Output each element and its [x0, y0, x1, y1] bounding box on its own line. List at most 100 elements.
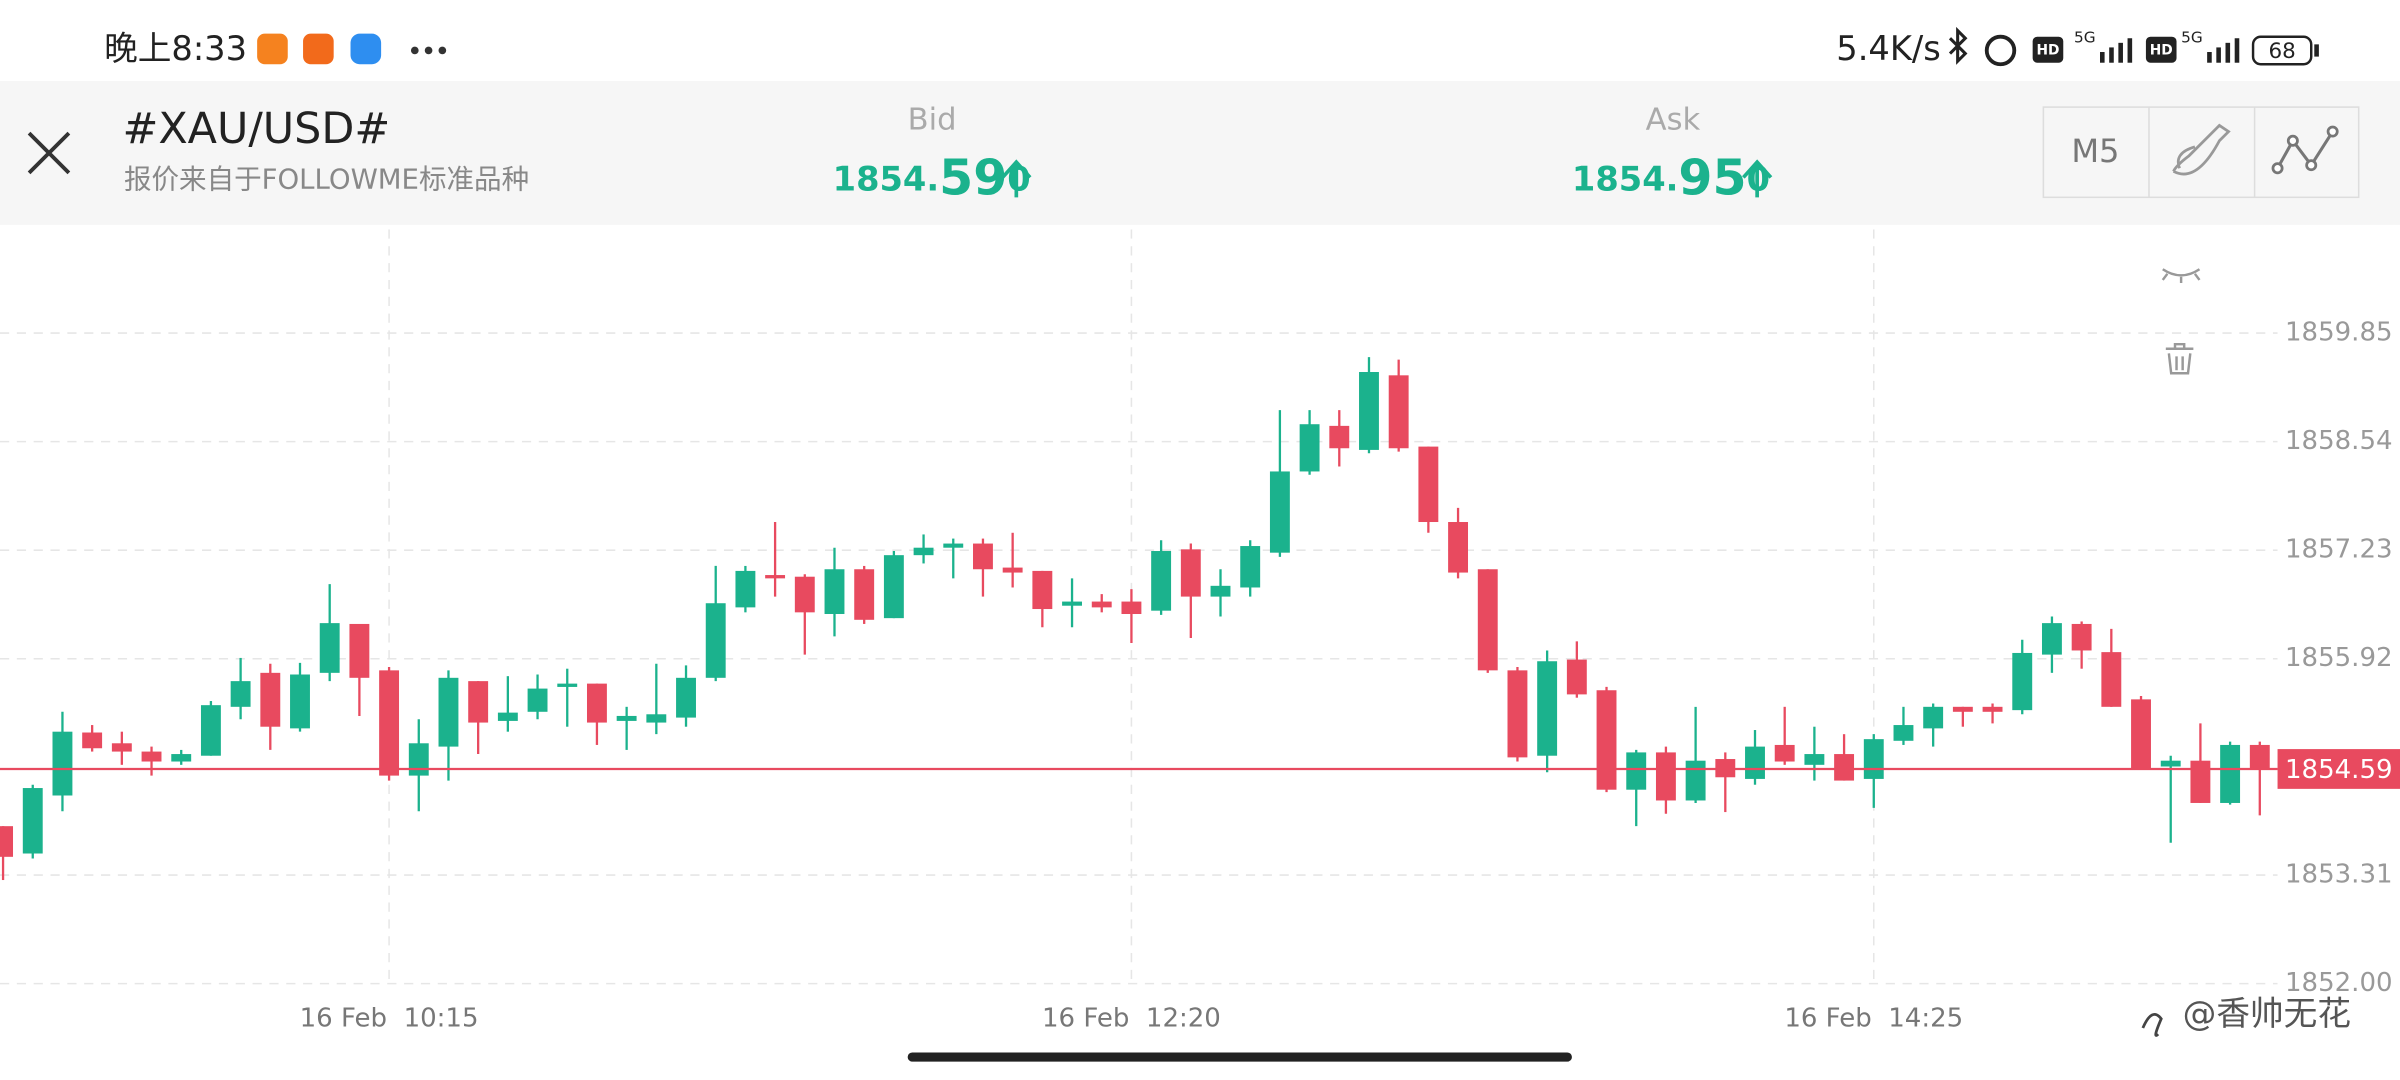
- candle-body: [290, 674, 310, 729]
- candle-body: [260, 672, 281, 727]
- candle-body: [1359, 372, 1379, 450]
- watermark-logo: [2141, 1013, 2163, 1037]
- ask-price-big: 95: [1678, 149, 1746, 206]
- candle-body: [2220, 744, 2241, 803]
- app-icon: [350, 33, 382, 65]
- candle-body: [1863, 739, 1884, 779]
- price-label-box: [2277, 749, 2400, 789]
- candle-body: [2041, 623, 2062, 655]
- candle-body: [2190, 760, 2211, 803]
- quote-source: 报价来自于FOLLOWME标准品种: [124, 164, 529, 196]
- y-tick-label: 1858.54: [2285, 426, 2393, 456]
- candle-body: [973, 543, 993, 570]
- candle-body: [705, 603, 726, 678]
- candle-body: [111, 743, 132, 752]
- candle-body: [468, 681, 489, 723]
- timeframe-button[interactable]: M5: [2071, 132, 2119, 170]
- candle-body: [1329, 425, 1350, 449]
- bid-up-arrow: [1001, 159, 1032, 198]
- header-bar: [0, 81, 2400, 225]
- signal-icon: [2100, 38, 2133, 63]
- candle-body: [1151, 551, 1172, 611]
- candle-body: [230, 681, 251, 707]
- candle-body: [1655, 752, 1676, 801]
- plot-area: 1852.00 1853.31 1855.92 1857.23 1858.54 1859.…: [0, 229, 2400, 1033]
- candle-body: [1299, 424, 1320, 472]
- candle-body: [1834, 754, 1855, 781]
- candle-body: [2012, 652, 2033, 711]
- candle-body: [2101, 652, 2122, 707]
- candle-body: [1210, 585, 1231, 597]
- candle-body: [2249, 744, 2270, 769]
- candle-body: [52, 731, 73, 796]
- network-type: 5G: [2074, 29, 2096, 47]
- candle-body: [2071, 623, 2092, 651]
- battery: [2251, 35, 2313, 66]
- indicator-nodes: [2271, 125, 2339, 175]
- hd-text: HD: [2036, 42, 2059, 58]
- candle-body: [1893, 725, 1914, 741]
- app-icon: [257, 33, 288, 65]
- y-tick-label: 1855.92: [2285, 643, 2393, 673]
- candle-body: [1596, 690, 1617, 790]
- y-tick-label: 1852.00: [2285, 968, 2393, 998]
- ask-price-part: 1854.: [1572, 159, 1678, 198]
- candle-body: [616, 715, 637, 721]
- bid-price-part: 0: [1007, 159, 1030, 198]
- alarm-icon: [1984, 34, 2017, 67]
- candle-body: [676, 677, 696, 718]
- candle-body: [1804, 754, 1825, 765]
- candle-body: [408, 743, 429, 776]
- candle-body: [1388, 375, 1409, 449]
- indicator-button[interactable]: [2276, 130, 2334, 170]
- candle-body: [379, 670, 400, 776]
- candle-body: [1685, 760, 1706, 801]
- candle-body: [943, 543, 964, 548]
- candle-body: [349, 623, 370, 678]
- candle-body: [1507, 670, 1528, 758]
- y-tick-label: 1857.23: [2285, 535, 2393, 565]
- candle-body: [171, 754, 192, 762]
- candle-body: [1240, 546, 1261, 588]
- candle-body: [824, 569, 845, 615]
- network-type: 5G: [2181, 29, 2203, 47]
- candle-body: [1537, 661, 1558, 756]
- candle-body: [646, 714, 667, 723]
- price-label: 1854.59: [2285, 755, 2393, 785]
- hd-badge: [2032, 36, 2064, 63]
- draw-tool-button[interactable]: [2172, 123, 2231, 176]
- candle-body: [794, 576, 815, 613]
- bid-label: Bid: [908, 102, 957, 137]
- toolbar: [2042, 106, 2360, 199]
- y-tick-label: 1859.85: [2285, 318, 2393, 348]
- candle-body: [2160, 760, 2181, 767]
- x-tick-label: 16 Feb 12:20: [1042, 1003, 1221, 1033]
- candle-body: [1002, 567, 1023, 573]
- ask-up-arrow: [1742, 159, 1773, 198]
- candle-body: [497, 712, 518, 721]
- candle-body: [438, 677, 459, 747]
- candle-body: [735, 570, 756, 608]
- candle-body: [1121, 601, 1142, 615]
- symbol-title: #XAU/USD#: [122, 104, 390, 154]
- candle-body: [1745, 746, 1765, 779]
- candle-body: [765, 575, 786, 579]
- status-time: 晚上8:33: [104, 29, 247, 68]
- candle-body: [200, 705, 221, 756]
- hide-tool[interactable]: [2161, 268, 2201, 284]
- candle-body: [1032, 570, 1053, 610]
- app-icon: [303, 33, 334, 65]
- candle-body: [82, 732, 103, 749]
- candle-body: [1952, 706, 1973, 712]
- close-button[interactable]: [27, 131, 71, 175]
- candle-body: [1923, 706, 1944, 729]
- candle-body: [141, 751, 162, 762]
- signal-icon: [2207, 38, 2240, 63]
- delete-tool[interactable]: [2165, 342, 2194, 375]
- candle-body: [1418, 446, 1439, 523]
- candle-body: [1982, 706, 2003, 712]
- candle-body: [913, 547, 934, 556]
- candle-body: [1180, 549, 1201, 597]
